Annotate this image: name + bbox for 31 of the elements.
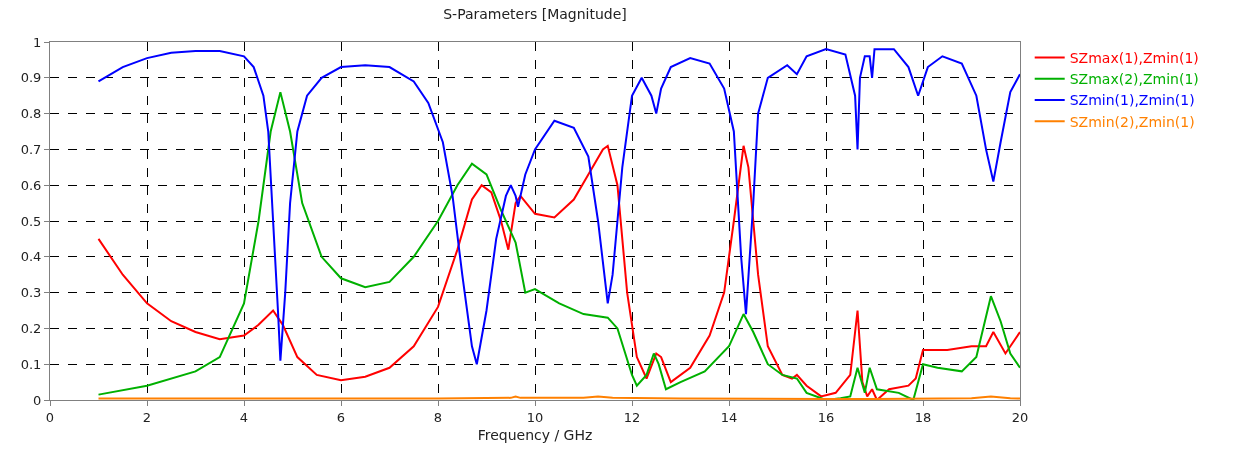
y-tick-label: 0.3	[20, 285, 42, 301]
x-tick-label: 10	[526, 409, 544, 425]
x-axis-title: Frequency / GHz	[477, 426, 593, 443]
x-tick-label: 4	[239, 409, 249, 425]
chart-title: S-Parameters [Magnitude]	[443, 6, 627, 23]
x-tick-label: 12	[623, 409, 641, 425]
legend-label: SZmin(1),Zmin(1)	[1069, 92, 1195, 109]
y-tick-label: 0.4	[20, 249, 42, 265]
line-series	[97, 91, 1020, 400]
x-tick-label: 18	[914, 409, 932, 425]
x-tick-label: 2	[142, 409, 152, 425]
x-tick-label: 14	[720, 409, 738, 425]
y-tick-label: 0.2	[20, 320, 42, 336]
legend-label: SZmax(2),Zmin(1)	[1069, 71, 1199, 88]
y-tick-label: 0.6	[20, 177, 42, 193]
legend-label: SZmax(1),Zmin(1)	[1069, 50, 1199, 67]
y-tick-label: 0.1	[20, 356, 42, 372]
x-tick-label: 8	[433, 409, 443, 425]
line-series	[97, 144, 1020, 400]
y-tick-label: 0.8	[20, 106, 42, 122]
line-series	[97, 48, 1020, 366]
legend-label: SZmin(2),Zmin(1)	[1069, 113, 1195, 130]
y-tick-label: 0.7	[20, 141, 42, 157]
y-tick-label: 1	[33, 34, 42, 50]
y-tick-label: 0.9	[20, 70, 42, 86]
y-tick-label: 0	[33, 392, 42, 408]
x-tick-label: 0	[45, 409, 55, 425]
x-tick-label: 20	[1011, 409, 1029, 425]
y-tick-label: 0.5	[20, 213, 42, 229]
x-tick-label: 16	[817, 409, 835, 425]
x-tick-label: 6	[336, 409, 346, 425]
